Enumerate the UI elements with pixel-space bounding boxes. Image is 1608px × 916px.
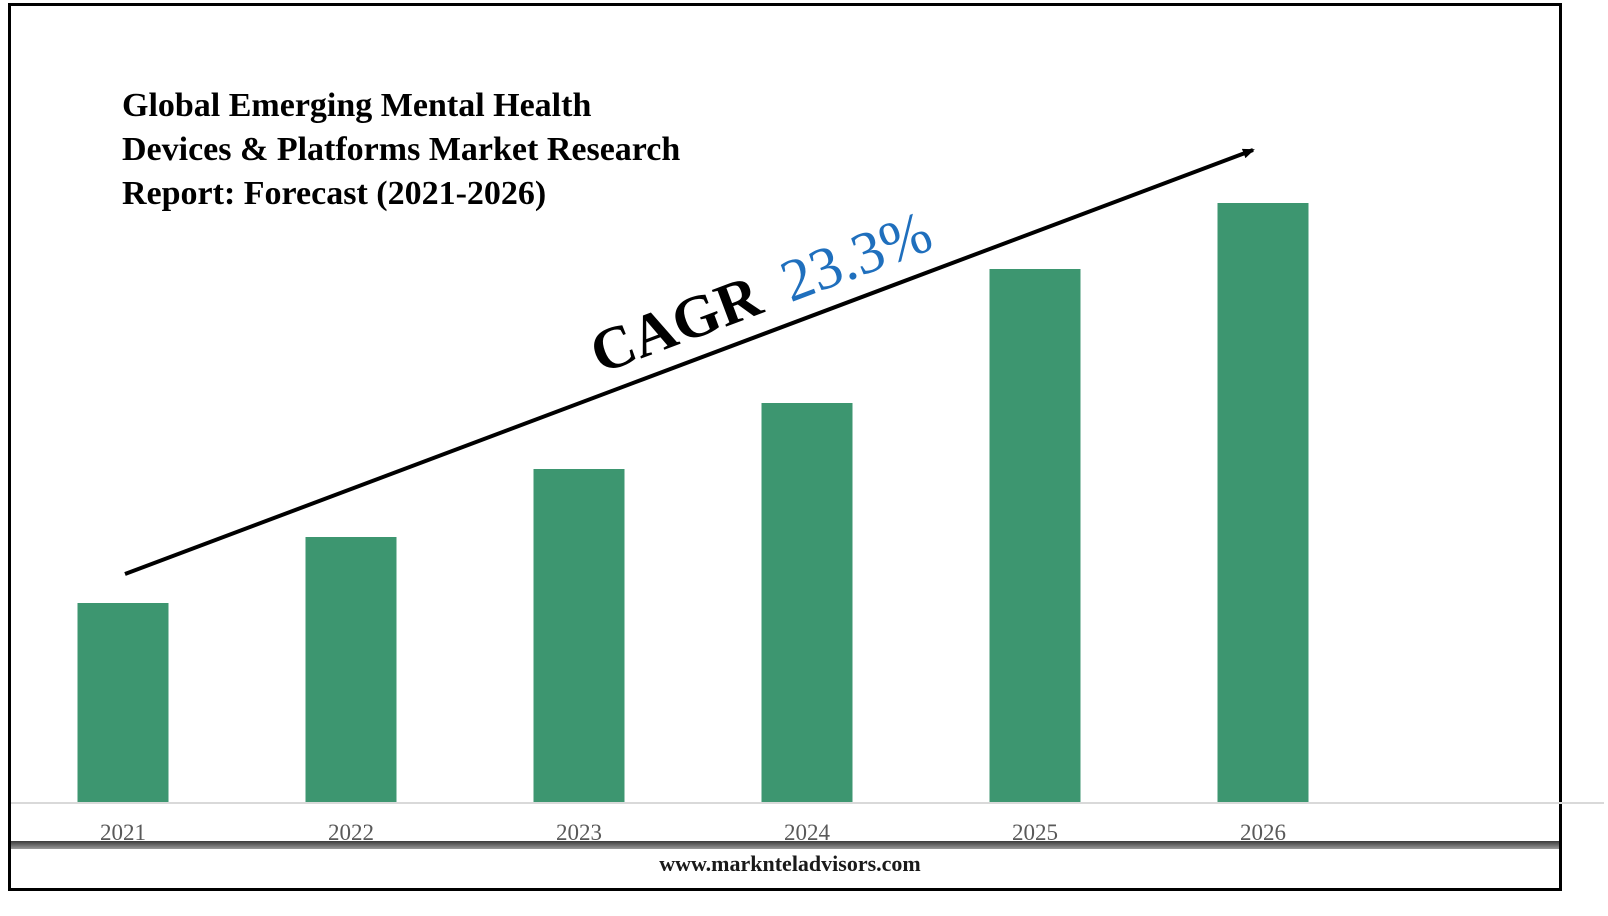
bar-2021 <box>77 603 169 803</box>
bar-2025 <box>989 269 1081 803</box>
x-tick-label-2022: 2022 <box>328 820 374 845</box>
bars-layer <box>77 203 1309 803</box>
chart-title-line-2: Devices & Platforms Market Research <box>122 131 681 168</box>
x-tick-label-2023: 2023 <box>556 820 602 845</box>
chart-title-line-1: Global Emerging Mental Health <box>122 87 592 124</box>
x-tick-labels: 2021 2022 2023 2024 2025 2026 <box>100 820 1286 845</box>
chart-title-line-3: Report: Forecast (2021-2026) <box>122 175 547 212</box>
chart-title: Global Emerging Mental Health Devices & … <box>122 84 762 216</box>
footer-website: www.marknteladvisors.com <box>659 851 921 876</box>
x-tick-label-2026: 2026 <box>1240 820 1286 845</box>
x-tick-label-2021: 2021 <box>100 820 146 845</box>
bar-2022 <box>305 537 397 803</box>
x-tick-label-2024: 2024 <box>784 820 831 845</box>
footer-band <box>11 841 1559 849</box>
bar-2024 <box>761 403 853 803</box>
x-tick-label-2025: 2025 <box>1012 820 1058 845</box>
bar-2026 <box>1217 203 1309 803</box>
bar-2023 <box>533 469 625 803</box>
cagr-annotation: CAGR 23.3% <box>581 198 940 386</box>
trend-arrow <box>124 148 1255 576</box>
